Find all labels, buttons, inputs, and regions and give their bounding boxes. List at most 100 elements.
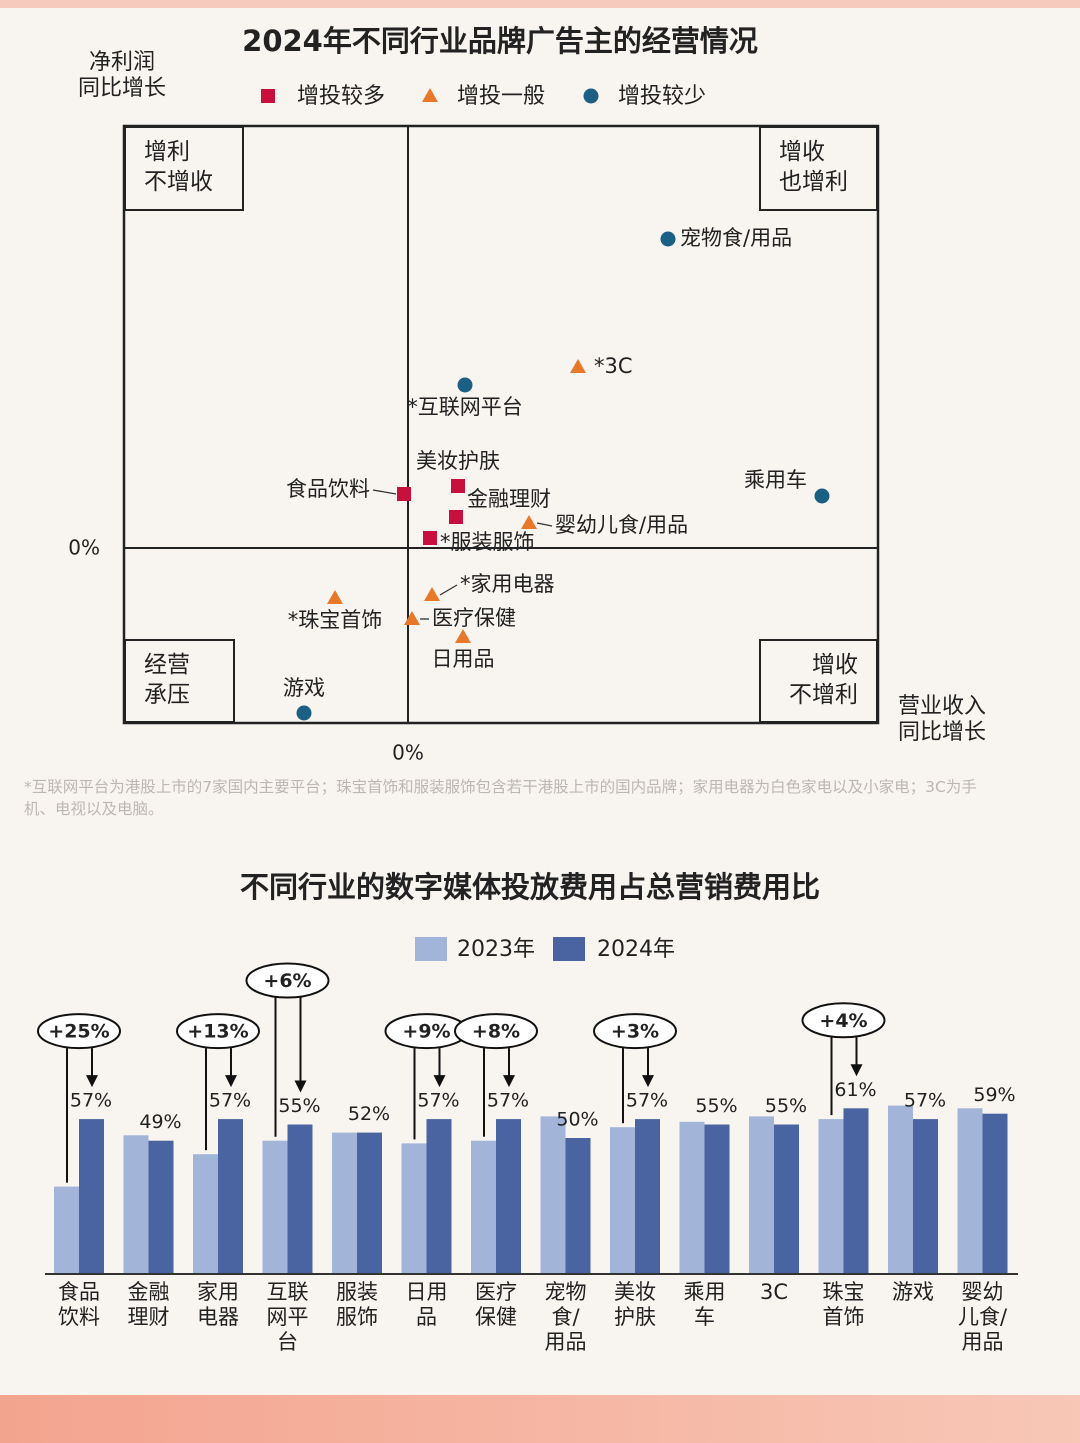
x-tick-label: 日用 品 bbox=[405, 1280, 448, 1329]
arrow-head bbox=[294, 1080, 307, 1093]
quadrant-label: 经营 承压 bbox=[144, 652, 190, 708]
legend-label: 增投一般 bbox=[457, 84, 545, 109]
value-label: 57% bbox=[417, 1090, 459, 1112]
footnote: *互联网平台为港股上市的7家国内主要平台；珠宝首饰和服装服饰包含若干港股上市的国… bbox=[24, 778, 977, 819]
point bbox=[521, 515, 537, 529]
point bbox=[404, 611, 420, 625]
bar bbox=[287, 1124, 313, 1273]
change-label: +9% bbox=[402, 1021, 450, 1043]
legend-marker bbox=[415, 937, 447, 961]
change-badge bbox=[454, 1013, 538, 1050]
point bbox=[570, 359, 586, 373]
change-badge bbox=[245, 962, 330, 999]
bar bbox=[982, 1113, 1008, 1273]
x-tick-label: 游戏 bbox=[892, 1280, 934, 1304]
value-label: 61% bbox=[834, 1079, 876, 1101]
change-badge bbox=[176, 1013, 260, 1050]
legend-marker bbox=[422, 88, 438, 102]
change-label: +25% bbox=[48, 1021, 109, 1043]
bar bbox=[540, 1116, 566, 1273]
quadrant-label: 增收 不增利 bbox=[789, 652, 858, 708]
x-tick-label: 婴幼 儿食/ 用品 bbox=[957, 1280, 1008, 1354]
y-axis-title: 净利润 同比增长 bbox=[78, 50, 167, 102]
bar bbox=[123, 1135, 149, 1273]
legend-label: 增投较少 bbox=[618, 84, 706, 109]
value-label: 52% bbox=[348, 1103, 390, 1125]
point bbox=[397, 487, 411, 501]
arrow-head bbox=[433, 1075, 446, 1088]
point-label: 美妆护肤 bbox=[416, 449, 500, 473]
point-label: 日用品 bbox=[432, 647, 495, 671]
point bbox=[424, 587, 440, 601]
legend-marker bbox=[261, 89, 275, 103]
x-tick-label: 乘用 车 bbox=[683, 1280, 726, 1329]
legend-label: 2023年 bbox=[457, 937, 535, 962]
chart-title: 2024年不同行业品牌广告主的经营情况 bbox=[242, 24, 758, 58]
arrow-head bbox=[503, 1075, 515, 1088]
x-tick-label: 0% bbox=[392, 741, 424, 765]
bar bbox=[79, 1119, 104, 1273]
change-label: +13% bbox=[187, 1021, 248, 1043]
legend-marker bbox=[553, 937, 585, 961]
change-label: +6% bbox=[263, 970, 311, 992]
x-tick-label: 医疗 保健 bbox=[475, 1280, 517, 1329]
point-label: 医疗保健 bbox=[432, 606, 516, 630]
arrow-head bbox=[850, 1064, 863, 1077]
bar bbox=[818, 1119, 844, 1273]
point-label: *家用电器 bbox=[460, 572, 555, 596]
x-tick-label: 互联 网平 台 bbox=[266, 1280, 309, 1354]
bar bbox=[913, 1119, 938, 1273]
point bbox=[451, 479, 465, 493]
x-tick-label: 宠物 食/ 用品 bbox=[544, 1280, 587, 1354]
bar bbox=[635, 1119, 660, 1273]
bar bbox=[496, 1119, 521, 1273]
x-tick-label: 珠宝 首饰 bbox=[822, 1280, 865, 1329]
quadrant-box: 增收 不增利 bbox=[759, 639, 878, 723]
arrow-head bbox=[642, 1075, 654, 1088]
value-label: 57% bbox=[487, 1090, 529, 1112]
point-label: *互联网平台 bbox=[407, 395, 523, 419]
point bbox=[449, 510, 463, 524]
quadrant-box: 增收 也增利 bbox=[759, 126, 878, 211]
bar bbox=[218, 1119, 243, 1273]
bar bbox=[749, 1116, 774, 1273]
bar bbox=[148, 1140, 174, 1273]
value-label: 57% bbox=[209, 1090, 251, 1112]
x-tick-label: 3C bbox=[759, 1280, 789, 1304]
value-label: 55% bbox=[695, 1095, 737, 1117]
value-label: 49% bbox=[139, 1111, 181, 1133]
bar bbox=[774, 1124, 799, 1273]
arrow-head bbox=[86, 1075, 98, 1088]
x-tick-label: 食品 饮料 bbox=[58, 1280, 100, 1329]
legend-marker bbox=[583, 88, 599, 104]
bar bbox=[843, 1108, 869, 1273]
bar bbox=[565, 1138, 591, 1273]
bar bbox=[54, 1186, 79, 1273]
bar bbox=[357, 1132, 382, 1273]
change-badge bbox=[593, 1013, 677, 1050]
bar bbox=[262, 1140, 288, 1273]
point bbox=[457, 377, 473, 393]
leader-line bbox=[439, 584, 458, 596]
point bbox=[814, 488, 830, 504]
bar bbox=[193, 1154, 218, 1273]
point bbox=[296, 705, 312, 721]
point-label: 婴幼儿食/用品 bbox=[555, 513, 688, 537]
bar bbox=[679, 1121, 705, 1273]
change-badge bbox=[37, 1013, 121, 1050]
bar bbox=[610, 1127, 635, 1273]
point-label: *服装服饰 bbox=[440, 530, 535, 554]
point-label: 乘用车 bbox=[744, 468, 807, 492]
bar bbox=[332, 1132, 357, 1273]
arrow-head bbox=[225, 1075, 237, 1088]
value-label: 57% bbox=[904, 1090, 946, 1112]
value-label: 59% bbox=[973, 1084, 1015, 1106]
leader-line bbox=[372, 489, 397, 495]
y-tick-label: 0% bbox=[68, 536, 100, 560]
change-badge bbox=[801, 1002, 886, 1039]
point-label: 宠物食/用品 bbox=[680, 226, 792, 250]
chart-title: 不同行业的数字媒体投放费用占总营销费用比 bbox=[240, 870, 820, 904]
point-label: 金融理财 bbox=[467, 487, 551, 511]
point bbox=[660, 231, 676, 247]
